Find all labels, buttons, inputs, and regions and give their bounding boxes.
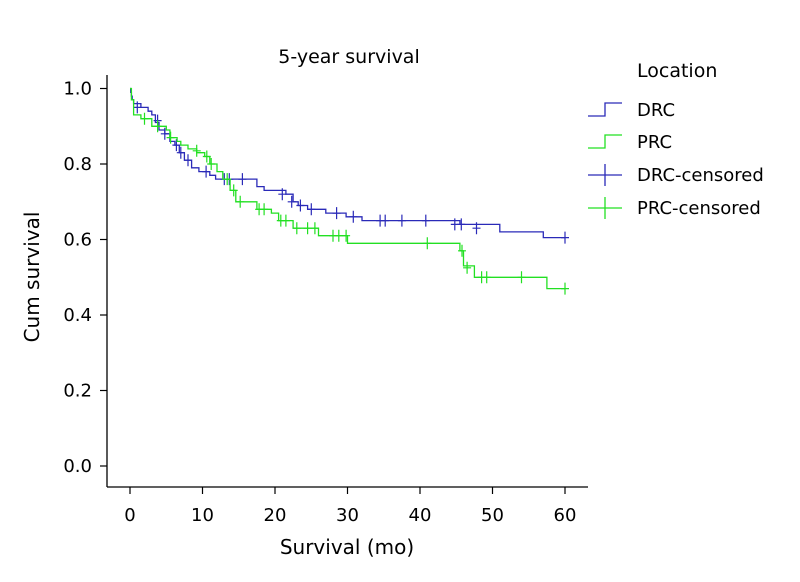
censor-mark-drc xyxy=(278,188,287,201)
x-tick-label: 50 xyxy=(481,505,504,526)
legend-item-drc-censored: DRC-censored xyxy=(588,164,764,186)
x-tick-label: 40 xyxy=(409,505,432,526)
censor-mark-prc xyxy=(292,222,301,235)
censor-mark-drc xyxy=(172,139,181,152)
censor-mark-prc xyxy=(281,214,290,227)
x-tick-label: 10 xyxy=(191,505,214,526)
y-tick-label: 0.2 xyxy=(63,381,92,402)
censor-mark-prc xyxy=(342,229,351,242)
legend-label-drc-censored: DRC-censored xyxy=(637,165,764,186)
legend-label-drc: DRC xyxy=(637,100,675,121)
legend-label-prc-censored: PRC-censored xyxy=(637,198,761,219)
x-tick-label: 30 xyxy=(336,505,359,526)
x-tick-label: 60 xyxy=(554,505,577,526)
y-tick-label: 0.0 xyxy=(63,456,92,477)
censor-mark-prc xyxy=(303,222,312,235)
censor-mark-prc xyxy=(458,244,466,257)
legend-item-prc: PRC xyxy=(588,132,672,153)
chart-title: 5-year survival xyxy=(278,46,419,68)
censor-mark-prc xyxy=(463,261,472,274)
legend-title: Location xyxy=(637,60,717,82)
series-layer xyxy=(130,87,569,295)
censor-mark-prc xyxy=(561,282,569,295)
censor-mark-drc xyxy=(421,214,430,227)
series-line-prc xyxy=(130,87,565,290)
legend-item-prc-censored: PRC-censored xyxy=(588,197,761,219)
censor-mark-prc xyxy=(207,158,216,170)
y-ticks: 0.0 0.2 0.4 0.6 0.8 1.0 xyxy=(63,79,107,477)
censor-mark-drc xyxy=(332,207,341,220)
legend-swatch-drc-censored xyxy=(588,164,622,186)
legend-swatch-drc xyxy=(588,102,622,117)
censor-mark-prc xyxy=(140,112,149,125)
series-line-drc xyxy=(130,87,565,239)
censor-mark-drc xyxy=(381,214,390,227)
y-tick-label: 0.8 xyxy=(63,154,92,175)
censor-mark-prc xyxy=(236,195,245,208)
censor-mark-prc xyxy=(192,144,201,157)
legend-label-prc: PRC xyxy=(637,132,672,153)
y-tick-label: 0.6 xyxy=(63,230,92,251)
censor-mark-prc xyxy=(334,229,343,242)
y-tick-label: 0.4 xyxy=(63,305,92,326)
censor-mark-prc xyxy=(229,184,238,197)
censor-mark-drc xyxy=(561,231,569,244)
censor-mark-prc xyxy=(517,271,526,284)
censor-mark-prc xyxy=(482,271,491,284)
legend-swatch-prc-censored xyxy=(588,197,622,219)
censor-mark-prc xyxy=(166,131,175,144)
censor-mark-prc xyxy=(260,203,269,216)
x-axis-label: Survival (mo) xyxy=(280,535,414,559)
censor-mark-drc xyxy=(176,146,185,159)
censor-mark-prc xyxy=(153,120,162,133)
legend: Location DRC PRC DRC-censored PRC-censor… xyxy=(588,60,764,219)
censor-mark-drc xyxy=(160,127,169,140)
x-ticks: 0 10 20 30 40 50 60 xyxy=(124,487,576,526)
legend-swatch-prc xyxy=(588,134,622,149)
legend-item-drc: DRC xyxy=(588,100,675,121)
x-tick-label: 0 xyxy=(124,505,135,526)
censor-mark-drc xyxy=(397,214,406,227)
censor-mark-drc xyxy=(349,210,358,223)
censor-mark-drc xyxy=(457,218,466,231)
censor-mark-drc xyxy=(184,154,192,167)
censor-mark-drc xyxy=(296,199,305,212)
censor-mark-drc xyxy=(287,195,296,208)
y-axis-label: Cum survival xyxy=(20,212,44,343)
censor-mark-drc xyxy=(238,173,247,186)
x-tick-label: 20 xyxy=(264,505,287,526)
censor-mark-drc xyxy=(307,203,316,216)
plot-area: 0.0 0.2 0.4 0.6 0.8 1.0 0 10 20 30 40 50 60 xyxy=(63,75,588,526)
censor-mark-drc xyxy=(472,222,481,235)
censor-mark-prc xyxy=(202,150,211,163)
censor-mark-prc xyxy=(310,222,319,235)
censor-mark-prc xyxy=(423,237,432,250)
censor-mark-drc xyxy=(202,165,211,178)
y-tick-label: 1.0 xyxy=(63,79,92,100)
censor-mark-drc xyxy=(133,101,142,114)
censor-mark-prc xyxy=(223,173,232,186)
